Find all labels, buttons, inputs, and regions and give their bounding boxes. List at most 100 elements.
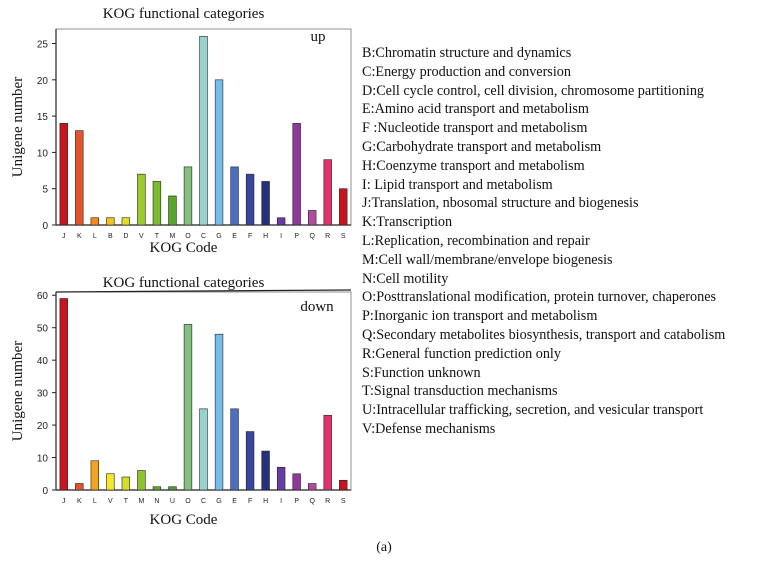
x-tick-label: C <box>201 498 206 505</box>
legend-entry: Q:Secondary metabolites biosynthesis, tr… <box>362 326 726 343</box>
bar-L <box>90 460 99 491</box>
bar-R <box>323 159 332 226</box>
x-tick-label: L <box>93 498 97 505</box>
legend-entry: B:Chromatin structure and dynamics <box>362 45 572 61</box>
x-tick-label: T <box>124 498 129 505</box>
y-tick-label: 60 <box>37 291 49 302</box>
x-tick-label: T <box>155 233 160 240</box>
x-tick-label: G <box>216 233 221 240</box>
x-tick-label: R <box>325 498 330 505</box>
bar-V <box>106 473 115 491</box>
y-tick-label: 10 <box>37 454 49 465</box>
x-tick-label: J <box>62 233 66 240</box>
x-tick-label: B <box>108 233 113 240</box>
x-tick-label: V <box>139 233 144 240</box>
x-tick-label: Q <box>309 233 315 240</box>
y-tick-label: 0 <box>42 486 48 497</box>
bar-V <box>137 173 146 226</box>
x-tick-label: U <box>170 498 175 505</box>
bar-I <box>276 217 286 226</box>
bar-I <box>276 466 286 491</box>
legend-entry: F :Nucleotide transport and metabolism <box>362 120 588 137</box>
legend-entry: D:Cell cycle control, cell division, chr… <box>362 82 705 99</box>
bar-D <box>121 217 131 226</box>
bar-S <box>339 188 348 226</box>
bar-Q <box>308 210 317 226</box>
x-tick-label: O <box>185 498 191 505</box>
legend-entry: H:Coenzyme transport and metabolism <box>362 157 585 174</box>
x-axis-label: KOG Code <box>150 512 218 528</box>
x-tick-label: D <box>123 233 128 240</box>
legend-entry: G:Carbohydrate transport and metabolism <box>362 138 602 155</box>
bar-J <box>59 123 68 226</box>
chart-title: KOG functional categories <box>103 275 265 291</box>
y-tick-label: 20 <box>37 76 49 87</box>
x-axis-label: KOG Code <box>150 240 218 256</box>
y-tick-label: 10 <box>37 148 49 159</box>
y-tick-label: 40 <box>37 356 49 367</box>
x-tick-label: K <box>77 233 82 240</box>
legend-entry: I: Lipid transport and metabolism <box>362 176 553 193</box>
x-tick-label: F <box>248 233 252 240</box>
legend-entry: R:General function prediction only <box>362 345 561 362</box>
x-tick-label: N <box>154 498 159 505</box>
x-tick-label: H <box>263 233 268 240</box>
y-tick-label: 20 <box>37 421 49 432</box>
bar-Q <box>308 483 317 491</box>
legend-entry: C:Energy production and conversion <box>362 63 571 80</box>
x-tick-label: Q <box>309 498 315 505</box>
legend-entry: V:Defense mechanisms <box>362 420 496 437</box>
bar-S <box>339 479 348 491</box>
y-tick-label: 25 <box>37 40 49 51</box>
bar-O <box>183 324 193 491</box>
legend-entry: O:Posttranslational modification, protei… <box>362 289 717 306</box>
x-tick-label: L <box>93 233 97 240</box>
regulation-annotation: down <box>300 299 334 315</box>
bar-B <box>106 217 115 226</box>
bar-L <box>90 217 99 226</box>
bar-M <box>168 195 177 226</box>
bar-C <box>199 35 208 226</box>
x-tick-label: I <box>280 233 282 240</box>
x-tick-label: F <box>248 498 252 505</box>
bar-C <box>199 408 208 491</box>
x-tick-label: E <box>232 233 237 240</box>
y-tick-label: 15 <box>37 112 49 123</box>
x-tick-label: M <box>138 498 144 505</box>
regulation-annotation: up <box>311 29 326 45</box>
bar-O <box>183 166 193 226</box>
legend-entry: T:Signal transduction mechanisms <box>362 383 558 400</box>
x-tick-label: V <box>108 498 113 505</box>
y-axis-label: Unigene number <box>10 341 26 441</box>
y-tick-label: 5 <box>42 185 48 196</box>
bar-N <box>152 486 162 491</box>
legend-entry: N:Cell motility <box>362 270 449 287</box>
bar-E <box>230 166 239 226</box>
bar-K <box>75 483 84 491</box>
legend-entry: J:Translation, nbosomal structure and bi… <box>362 195 639 212</box>
bar-K <box>75 130 84 226</box>
chart-title: KOG functional categories <box>103 6 265 22</box>
x-tick-label: I <box>280 498 282 505</box>
legend-entry: K:Transcription <box>362 214 453 231</box>
x-tick-label: C <box>201 233 206 240</box>
y-tick-label: 50 <box>37 324 49 335</box>
bar-H <box>261 450 270 491</box>
bar-E <box>230 408 239 491</box>
y-tick-label: 30 <box>37 389 49 400</box>
legend-entry: L:Replication, recombination and repair <box>362 232 590 249</box>
bar-F <box>245 431 255 491</box>
legend-entry: P:Inorganic ion transport and metabolism <box>362 308 598 325</box>
x-tick-label: J <box>62 498 66 505</box>
kog-category-legend: B:Chromatin structure and dynamics C:Ener… <box>362 44 725 439</box>
bar-G <box>214 79 224 226</box>
x-tick-label: P <box>294 498 299 505</box>
figure-caption: (a) <box>376 540 392 555</box>
bar-H <box>261 181 270 226</box>
bar-T <box>152 181 162 226</box>
bar-P <box>292 473 301 491</box>
bar-J <box>59 298 68 491</box>
legend-entry: E:Amino acid transport and metabolism <box>362 101 589 118</box>
x-tick-label: E <box>232 498 237 505</box>
